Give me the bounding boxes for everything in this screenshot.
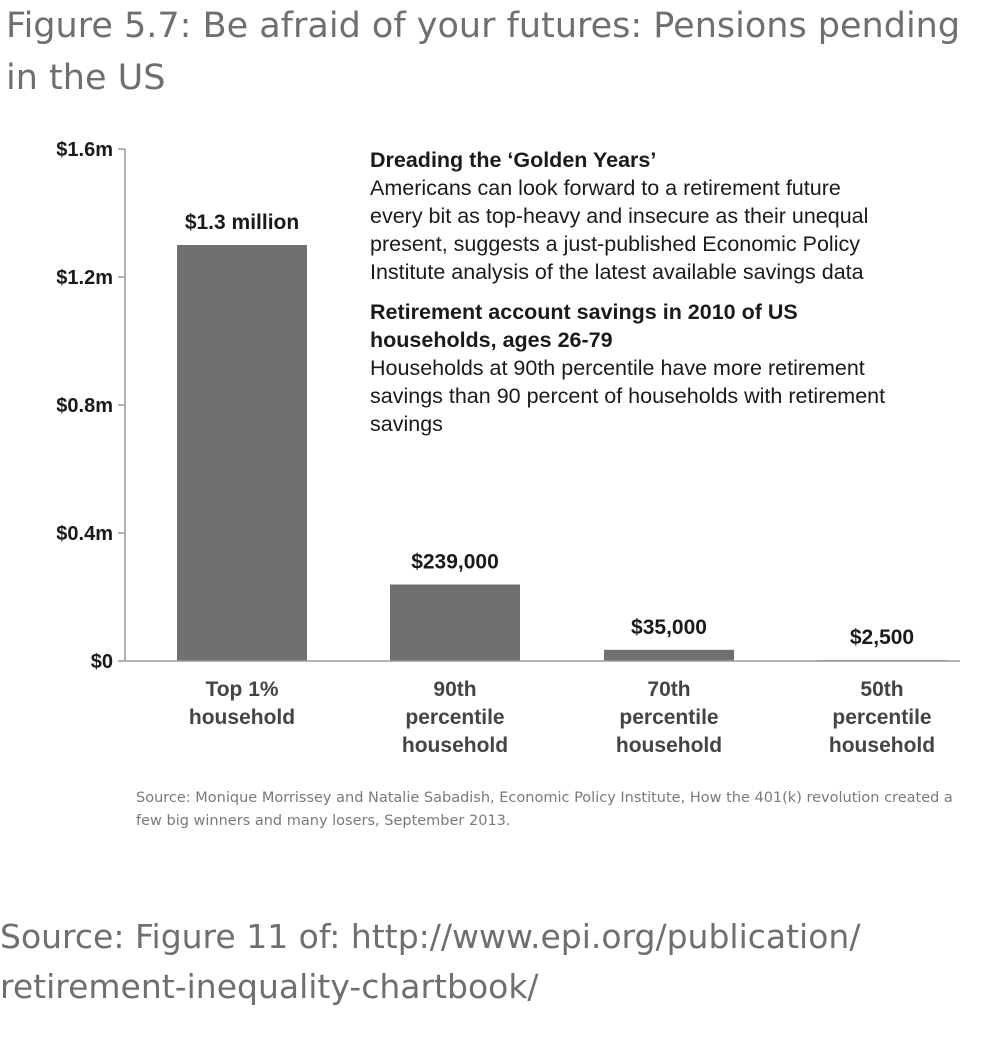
data-label: $2,500	[850, 626, 914, 649]
annotation-heading-savings: Retirement account savings in 2010 of US…	[370, 300, 798, 352]
bar	[177, 245, 307, 661]
y-tick-label: $1.6m	[56, 139, 113, 161]
bar	[390, 584, 520, 661]
y-tick-label: $0.4m	[56, 523, 113, 545]
data-label: $239,000	[411, 551, 499, 574]
bar-chart: $0 $0.4m $0.8m $1.2m $1.6m $1.3 million $239,…	[56, 139, 960, 757]
y-axis: $0 $0.4m $0.8m $1.2m $1.6m	[56, 139, 126, 673]
annotation-text-savings: Households at 90th percentile have more …	[370, 356, 886, 436]
annotation-heading-golden-years: Dreading the ‘Golden Years’	[370, 148, 657, 172]
x-tick-label: 70th percentile household	[616, 678, 722, 757]
bar	[604, 649, 734, 661]
bars	[177, 245, 947, 662]
y-tick-label: $1.2m	[56, 267, 113, 289]
x-tick-label: Top 1% household	[189, 678, 295, 729]
data-label: $1.3 million	[185, 211, 299, 234]
x-tick-label: 50th percentile household	[829, 678, 935, 757]
annotation-block-savings: Retirement account savings in 2010 of US…	[370, 298, 890, 438]
chart-source-note: Source: Monique Morrissey and Natalie Sa…	[136, 790, 953, 829]
figure-title: Figure 5.7: Be afraid of your futures: P…	[6, 6, 961, 98]
page-source-note: Source: Figure 11 of: http://www.epi.org…	[0, 917, 861, 1006]
annotation-block-golden-years: Dreading the ‘Golden Years’ Americans ca…	[370, 146, 890, 286]
y-tick-label: $0	[91, 651, 113, 673]
data-labels: $1.3 million $239,000 $35,000 $2,500	[185, 211, 914, 649]
y-tick-label: $0.8m	[56, 395, 113, 417]
chart-annotation: Dreading the ‘Golden Years’ Americans ca…	[370, 146, 890, 450]
annotation-text-golden-years: Americans can look forward to a retireme…	[370, 176, 869, 284]
x-tick-label: 90th percentile household	[402, 678, 508, 757]
x-axis: Top 1% household 90th percentile household 70…	[125, 660, 960, 757]
data-label: $35,000	[631, 616, 707, 639]
